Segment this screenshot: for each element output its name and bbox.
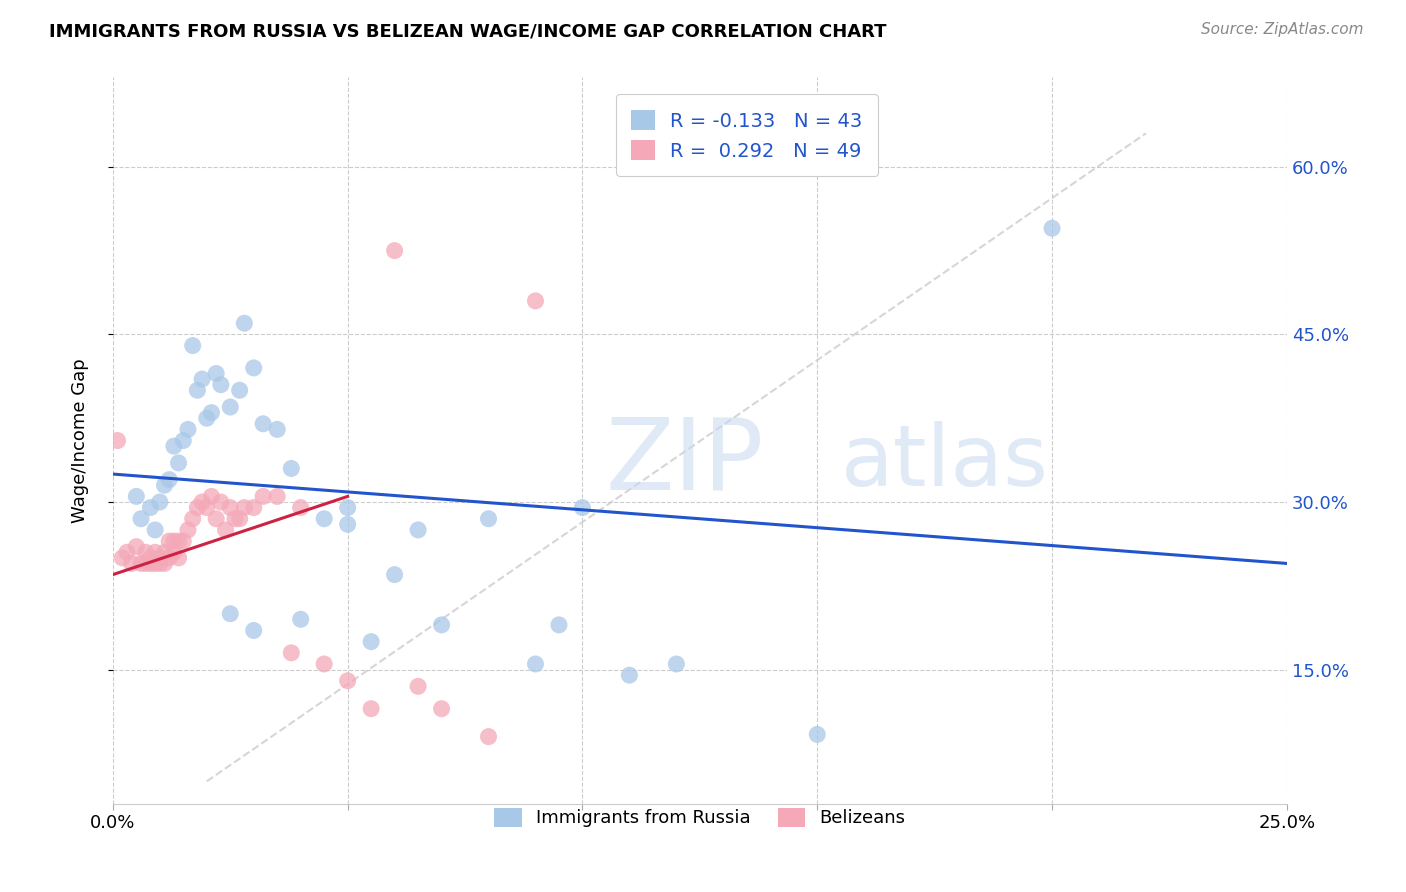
Point (477, 730, 499, 744)
Point (177, 523, 200, 537)
Point (139, 550, 162, 565)
Point (129, 512, 152, 526)
Point (430, 618, 453, 632)
Point (143, 545, 166, 559)
Point (163, 439, 186, 453)
Text: atlas: atlas (841, 421, 1049, 504)
Point (406, 679, 429, 693)
Point (129, 557, 152, 571)
Point (524, 657, 547, 671)
Point (384, 244, 406, 258)
Point (219, 607, 242, 621)
Point (224, 512, 246, 526)
Point (806, 727, 828, 741)
Point (209, 377, 232, 392)
Point (149, 550, 172, 565)
Point (336, 517, 359, 532)
Point (242, 500, 264, 515)
Point (172, 434, 194, 448)
Point (153, 557, 176, 571)
Point (135, 557, 157, 571)
Point (665, 657, 688, 671)
Point (205, 512, 228, 526)
Point (430, 701, 453, 715)
Point (200, 406, 222, 420)
Point (209, 495, 232, 509)
Point (406, 523, 429, 537)
Point (167, 456, 190, 470)
Point (360, 634, 382, 648)
Point (266, 490, 288, 504)
Text: ZIP: ZIP (606, 414, 765, 511)
Point (121, 557, 143, 571)
Point (143, 523, 166, 537)
Text: Source: ZipAtlas.com: Source: ZipAtlas.com (1201, 22, 1364, 37)
Point (186, 384, 208, 398)
Point (228, 512, 250, 526)
Point (181, 512, 204, 526)
Point (280, 646, 302, 660)
Point (252, 417, 274, 431)
Point (1040, 221, 1063, 235)
Point (280, 461, 302, 475)
Point (336, 500, 359, 515)
Point (266, 422, 288, 436)
Point (242, 624, 264, 638)
Point (139, 500, 162, 515)
Point (290, 500, 312, 515)
Point (172, 534, 194, 549)
Point (191, 372, 214, 386)
Point (149, 557, 172, 571)
Point (219, 500, 242, 515)
Point (228, 384, 250, 398)
Point (107, 434, 129, 448)
Point (186, 500, 208, 515)
Point (143, 557, 166, 571)
Point (125, 540, 148, 554)
Point (214, 523, 236, 537)
Point (163, 545, 186, 559)
Point (242, 360, 264, 375)
Point (149, 495, 172, 509)
Point (548, 618, 571, 632)
Point (163, 534, 186, 549)
Point (157, 534, 180, 549)
Point (191, 495, 214, 509)
Point (167, 534, 190, 549)
Point (384, 567, 406, 582)
Point (360, 701, 382, 715)
Point (157, 473, 180, 487)
Point (314, 657, 336, 671)
Y-axis label: Wage/Income Gap: Wage/Income Gap (72, 359, 89, 523)
Point (571, 500, 593, 515)
Point (619, 668, 641, 682)
Point (125, 490, 148, 504)
Point (195, 500, 218, 515)
Legend: Immigrants from Russia, Belizeans: Immigrants from Russia, Belizeans (488, 801, 912, 835)
Point (252, 490, 274, 504)
Point (205, 367, 228, 381)
Point (233, 316, 256, 330)
Point (153, 478, 176, 492)
Point (167, 550, 190, 565)
Point (153, 545, 176, 559)
Point (477, 512, 499, 526)
Point (200, 490, 222, 504)
Point (290, 612, 312, 626)
Point (524, 293, 547, 308)
Point (111, 550, 134, 565)
Point (115, 545, 138, 559)
Point (181, 338, 204, 352)
Text: IMMIGRANTS FROM RUSSIA VS BELIZEAN WAGE/INCOME GAP CORRELATION CHART: IMMIGRANTS FROM RUSSIA VS BELIZEAN WAGE/… (49, 22, 887, 40)
Point (219, 400, 242, 414)
Point (139, 557, 162, 571)
Point (177, 422, 200, 436)
Point (336, 673, 359, 688)
Point (157, 550, 180, 565)
Point (195, 411, 218, 425)
Point (135, 545, 157, 559)
Point (314, 512, 336, 526)
Point (233, 500, 256, 515)
